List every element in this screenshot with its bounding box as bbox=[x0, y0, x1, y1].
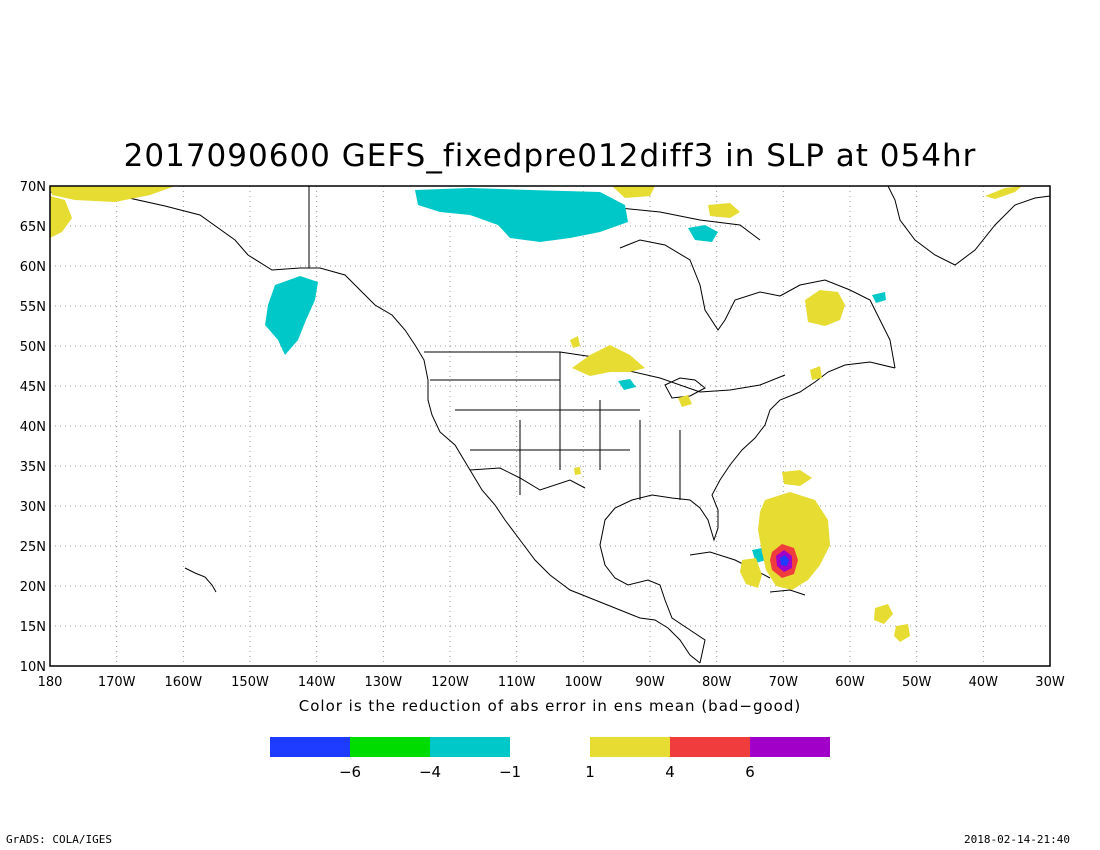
lat-tick-label: 55N bbox=[20, 300, 46, 315]
lon-tick-label: 30W bbox=[1035, 675, 1065, 690]
lon-tick-label: 170W bbox=[98, 675, 136, 690]
lon-tick-label: 160W bbox=[164, 675, 202, 690]
colorbar-tick-label: −1 bbox=[499, 763, 521, 781]
colorbar-blank-swatch bbox=[510, 737, 590, 757]
cyan-region-baffin bbox=[688, 225, 718, 242]
lon-tick-label: 90W bbox=[635, 675, 665, 690]
colorbar-tick-label: 1 bbox=[585, 763, 595, 781]
hudson-bay bbox=[619, 239, 781, 331]
difference-shading bbox=[50, 186, 1022, 642]
yellow-region-bahamas bbox=[740, 558, 762, 588]
yellow-region-atlantic-1 bbox=[874, 604, 893, 624]
lat-tick-label: 30N bbox=[20, 500, 46, 515]
lon-tick-label: 130W bbox=[364, 675, 402, 690]
yellow-region-arctic-center bbox=[612, 186, 655, 198]
graticule bbox=[49, 185, 1051, 667]
great-lakes bbox=[664, 377, 706, 399]
plot-title: 2017090600 GEFS_fixedpre012diff3 in SLP … bbox=[123, 138, 977, 174]
yellow-region-hurricane bbox=[758, 492, 830, 590]
lat-tick-label: 40N bbox=[20, 420, 46, 435]
lat-tick-label: 65N bbox=[20, 220, 46, 235]
colorbar-caption: Color is the reduction of abs error in e… bbox=[298, 697, 802, 715]
lat-tick-label: 35N bbox=[20, 460, 46, 475]
hispaniola bbox=[769, 589, 806, 596]
lat-tick-label: 10N bbox=[20, 660, 46, 675]
colorbar-swatch bbox=[590, 737, 670, 757]
yellow-region-baffin bbox=[708, 203, 740, 218]
footer-timestamp: 2018-02-14-21:40 bbox=[964, 833, 1070, 846]
state-lines bbox=[430, 352, 681, 500]
cyan-region-arctic bbox=[415, 188, 628, 242]
lon-tick-label: 110W bbox=[498, 675, 536, 690]
colorbar-swatch bbox=[350, 737, 430, 757]
cyan-region-gulf-of-alaska bbox=[265, 276, 318, 355]
yellow-region-greenland bbox=[985, 186, 1022, 199]
lon-tick-label: 40W bbox=[969, 675, 999, 690]
coastlines bbox=[49, 185, 1051, 664]
greenland bbox=[887, 185, 1051, 266]
lon-tick-label: 80W bbox=[702, 675, 732, 690]
lon-tick-label: 70W bbox=[769, 675, 799, 690]
lon-tick-label: 150W bbox=[231, 675, 269, 690]
colorbar-swatch bbox=[670, 737, 750, 757]
lat-tick-label: 15N bbox=[20, 620, 46, 635]
colorbar-labels: −6 −4 −1 1 4 6 bbox=[339, 763, 755, 781]
colorbar-tick-label: 6 bbox=[745, 763, 755, 781]
colorbar bbox=[270, 737, 830, 757]
lat-tick-label: 45N bbox=[20, 380, 46, 395]
yellow-region-manitoba bbox=[570, 336, 580, 348]
colorbar-tick-label: −6 bbox=[339, 763, 361, 781]
lat-tick-label: 20N bbox=[20, 580, 46, 595]
hawaii bbox=[184, 567, 217, 593]
latitude-labels: 10N 15N 20N 25N 30N 35N 40N 45N 50N 55N 60N 65N 70N bbox=[20, 180, 46, 675]
lon-tick-label: 50W bbox=[902, 675, 932, 690]
north-america-coastline bbox=[49, 191, 701, 664]
yellow-region-ontario bbox=[572, 345, 645, 376]
colorbar-swatch bbox=[270, 737, 350, 757]
colorbar-tick-label: −4 bbox=[419, 763, 441, 781]
colorbar-tick-label: 4 bbox=[665, 763, 675, 781]
labrador bbox=[779, 279, 896, 369]
lat-tick-label: 60N bbox=[20, 260, 46, 275]
cyan-region-labrador bbox=[872, 292, 886, 303]
yellow-region-atlantic-2 bbox=[894, 624, 910, 642]
yellow-region-arctic-west bbox=[50, 186, 175, 202]
blue-region-hurricane-core bbox=[780, 555, 789, 566]
lon-tick-label: 120W bbox=[431, 675, 469, 690]
lon-tick-label: 140W bbox=[298, 675, 336, 690]
yellow-region-quebec bbox=[810, 366, 822, 380]
gulf-coast bbox=[599, 361, 896, 664]
us-mexico-border bbox=[469, 467, 586, 491]
cyan-region-great-lakes bbox=[618, 379, 636, 390]
longitude-labels: 180 170W 160W 150W 140W 130W 120W 110W 100W 90W 80… bbox=[38, 675, 1065, 690]
lat-tick-label: 70N bbox=[20, 180, 46, 195]
colorbar-swatch bbox=[750, 737, 830, 757]
yellow-region-texas bbox=[574, 467, 581, 475]
yellow-region-bering bbox=[50, 196, 72, 238]
lon-tick-label: 100W bbox=[564, 675, 602, 690]
us-canada-border bbox=[424, 351, 786, 393]
yellow-region-bermuda bbox=[782, 470, 812, 486]
lon-tick-label: 60W bbox=[835, 675, 865, 690]
lat-tick-label: 25N bbox=[20, 540, 46, 555]
lon-tick-label: 180 bbox=[38, 675, 63, 690]
colorbar-swatch bbox=[430, 737, 510, 757]
yellow-region-labrador bbox=[805, 290, 845, 326]
map-frame bbox=[49, 185, 1051, 667]
lat-tick-label: 50N bbox=[20, 340, 46, 355]
yellow-region-michigan bbox=[678, 395, 692, 407]
footer-credit: GrADS: COLA/IGES bbox=[6, 833, 112, 846]
